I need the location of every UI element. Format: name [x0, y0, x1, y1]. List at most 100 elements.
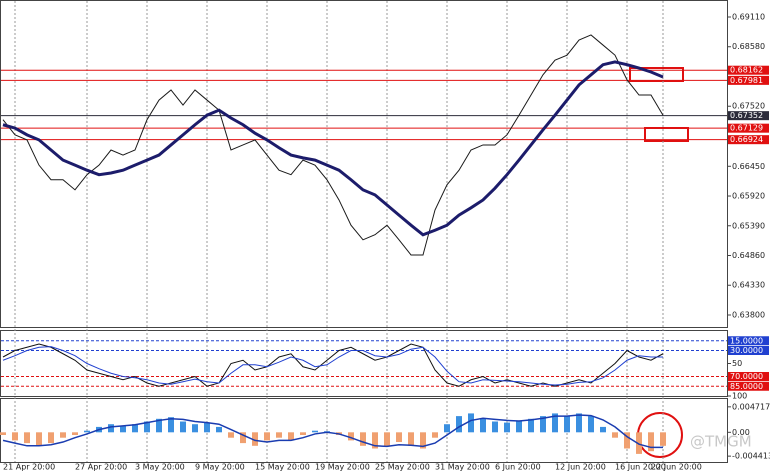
histogram-bar	[504, 422, 510, 433]
level-label: 85.0000	[730, 382, 763, 391]
histogram-bar	[36, 432, 42, 446]
histogram-bar	[588, 416, 594, 433]
histogram-bar	[420, 432, 426, 449]
x-tick-label: 16 Jun 20:00	[615, 463, 666, 472]
level-tag	[728, 65, 769, 75]
histogram-bar	[204, 422, 210, 433]
histogram-bar	[312, 430, 318, 433]
x-tick-label: 6 Jun 20:00	[495, 463, 541, 472]
y-tick-label: 0.69110	[732, 13, 765, 22]
histogram-bar	[600, 426, 606, 433]
histogram-bar	[192, 424, 198, 433]
level-label: 0.66924	[730, 135, 763, 144]
y-tick-label: 100	[732, 392, 747, 401]
series-line	[2, 414, 663, 449]
histogram-bar	[348, 432, 354, 441]
level-label: 30.0000	[730, 346, 763, 355]
histogram-bar	[516, 421, 522, 433]
series-line	[2, 346, 663, 386]
x-tick-label: 25 May 20:00	[375, 463, 430, 472]
histogram-bar	[648, 432, 654, 452]
x-tick-label: 27 Apr 20:00	[75, 463, 127, 472]
histogram-bar	[180, 421, 186, 433]
histogram-bar	[168, 417, 174, 433]
histogram-bar	[492, 421, 498, 433]
histogram-bar	[156, 418, 162, 433]
histogram-bar	[72, 432, 78, 436]
histogram-bar	[24, 432, 30, 444]
histogram-bar	[48, 432, 54, 444]
histogram-bar	[132, 424, 138, 433]
y-tick-label: 0.64860	[732, 251, 765, 260]
histogram-bar	[432, 432, 438, 438]
histogram-bar	[264, 432, 270, 441]
series-line	[2, 343, 664, 387]
x-tick-label: 15 May 20:00	[255, 463, 310, 472]
histogram-bar	[612, 432, 618, 438]
price-panel	[0, 0, 728, 328]
level-tag	[728, 381, 769, 391]
level-tag	[728, 111, 769, 121]
histogram-bar	[144, 421, 150, 433]
histogram-bar	[240, 432, 246, 444]
level-tag	[728, 75, 769, 85]
histogram-bar	[444, 424, 450, 433]
histogram-bar	[372, 432, 378, 449]
histogram-bar	[360, 432, 366, 446]
series-line	[2, 60, 664, 237]
y-tick-label: 0.68580	[732, 42, 765, 51]
y-tick-label: 0.65390	[732, 221, 765, 230]
level-label: 15.0000	[730, 336, 763, 345]
histogram-bar	[576, 413, 582, 433]
x-tick-label: 9 May 20:00	[195, 463, 245, 472]
x-tick-label: 22 Jun 20:00	[651, 463, 702, 472]
level-tag	[728, 336, 769, 346]
histogram-bar	[228, 432, 234, 438]
histogram-bar	[540, 416, 546, 433]
x-tick-label: 3 May 20:00	[135, 463, 185, 472]
histogram-bar	[300, 432, 306, 436]
histogram-bar	[480, 418, 486, 433]
level-label: 0.67352	[730, 111, 763, 120]
histogram-bar	[60, 432, 66, 438]
level-label: 0.68162	[730, 66, 763, 75]
histogram-bar	[468, 413, 474, 433]
level-tag	[728, 372, 769, 381]
series-line	[2, 34, 664, 256]
y-tick-label: 0.66450	[732, 162, 765, 171]
level-tag	[728, 123, 769, 133]
x-tick-label: 19 May 20:00	[315, 463, 370, 472]
y-tick-label: 50	[732, 359, 742, 368]
histogram-bar	[384, 432, 390, 446]
y-tick-label: 0.64330	[732, 281, 765, 290]
histogram-bar	[564, 416, 570, 433]
histogram-bar	[12, 432, 18, 441]
histogram-bar	[120, 425, 126, 433]
watermark: @TMGM	[690, 433, 752, 451]
marker-box	[644, 127, 689, 142]
histogram-bar	[108, 424, 114, 433]
y-tick-label: 0.67520	[732, 102, 765, 111]
histogram-bar	[636, 432, 642, 454]
histogram-bar	[84, 430, 90, 433]
level-tag	[728, 135, 769, 145]
y-tick-label: 0.63800	[732, 310, 765, 319]
macd-panel	[0, 398, 728, 463]
histogram-bar	[660, 432, 666, 446]
histogram-bar	[408, 432, 414, 446]
histogram-bar	[276, 432, 282, 438]
x-tick-label: 12 Jun 20:00	[555, 463, 606, 472]
histogram-bar	[288, 432, 294, 441]
x-tick-label: 21 Apr 20:00	[3, 463, 55, 472]
histogram-bar	[624, 432, 630, 449]
histogram-bar	[0, 432, 6, 436]
histogram-bar	[552, 413, 558, 433]
y-tick-label: 0.0047177	[732, 402, 770, 411]
histogram-bar	[528, 418, 534, 433]
y-tick-label: -0.0044133	[732, 452, 770, 461]
y-tick-label: 0.65920	[732, 192, 765, 201]
level-label: 0.67981	[730, 76, 763, 85]
histogram-bar	[216, 426, 222, 433]
level-tag	[728, 346, 769, 355]
